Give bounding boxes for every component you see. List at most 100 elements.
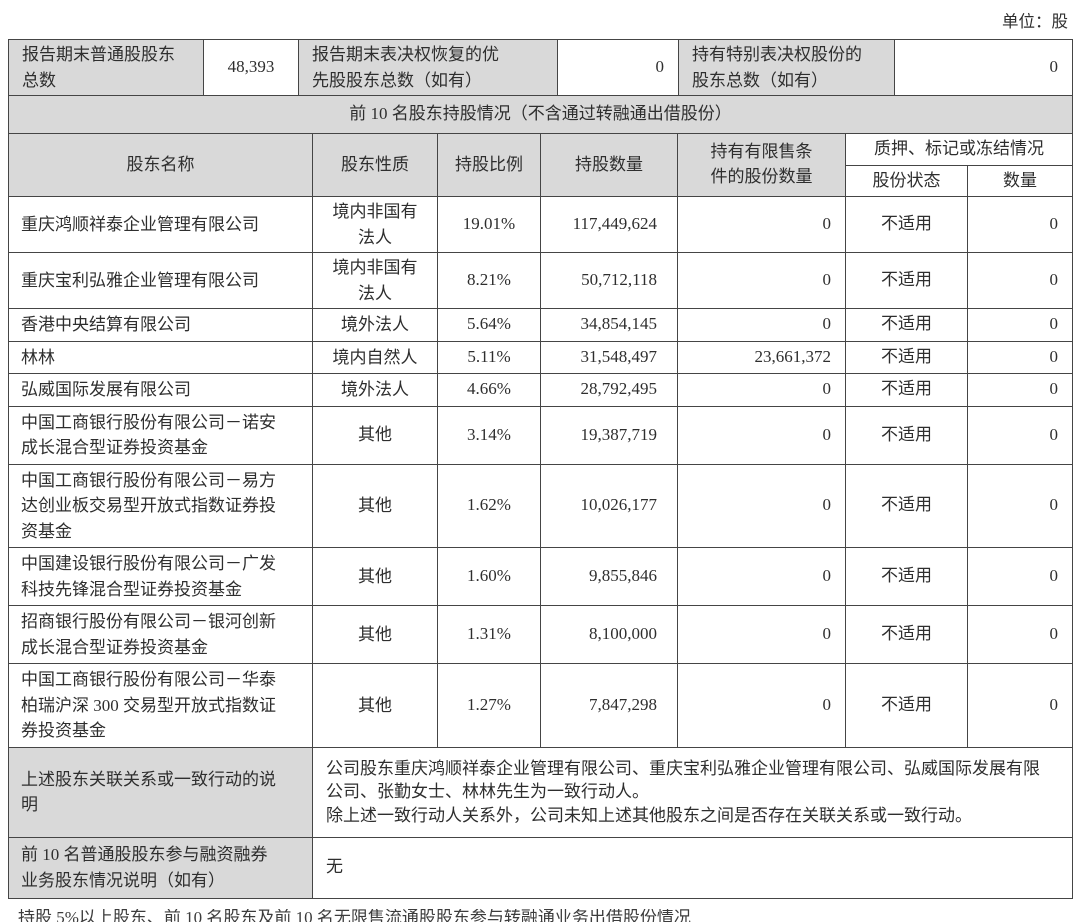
share-status: 不适用 (845, 547, 968, 606)
unit-label: 单位：股 (1002, 12, 1068, 31)
shares-held: 8,100,000 (540, 605, 678, 664)
restricted-shares: 0 (677, 663, 846, 748)
shareholder-summary-table: 报告期末普通股股东总数 48,393 报告期末表决权恢复的优先股股东总数（如有）… (8, 39, 1073, 96)
shareholder-name: 招商银行股份有限公司－银河创新成长混合型证券投资基金 (8, 605, 313, 664)
shares-held: 10,026,177 (540, 463, 678, 548)
pledge-qty: 0 (967, 605, 1073, 664)
share-status: 不适用 (845, 605, 968, 664)
shareholding-ratio: 4.66% (437, 373, 541, 407)
shareholding-ratio: 1.62% (437, 463, 541, 548)
share-status: 不适用 (845, 252, 968, 309)
shareholding-ratio: 1.27% (437, 663, 541, 748)
related-relationship-row: 上述股东关联关系或一致行动的说明 公司股东重庆鸿顺祥泰企业管理有限公司、重庆宝利… (8, 746, 1073, 838)
header-share-status: 股份状态 (845, 165, 968, 197)
share-status: 不适用 (845, 196, 968, 253)
table-row: 弘威国际发展有限公司 境外法人 4.66% 28,792,495 0 不适用 0 (8, 373, 1073, 407)
share-status: 不适用 (845, 405, 968, 465)
preferred-shareholders-label: 报告期末表决权恢复的优先股股东总数（如有） (298, 39, 558, 96)
shareholder-nature: 境内自然人 (312, 340, 438, 374)
shareholding-ratio: 3.14% (437, 405, 541, 465)
shareholder-name: 中国工商银行股份有限公司－易方达创业板交易型开放式指数证券投资基金 (8, 463, 313, 548)
restricted-shares: 23,661,372 (677, 340, 846, 374)
shareholder-nature: 其他 (312, 547, 438, 606)
table-row: 招商银行股份有限公司－银河创新成长混合型证券投资基金 其他 1.31% 8,10… (8, 605, 1073, 664)
related-relationship-line-1: 公司股东重庆鸿顺祥泰企业管理有限公司、重庆宝利弘雅企业管理有限公司、弘威国际发展… (326, 759, 1040, 802)
restricted-shares: 0 (677, 196, 846, 253)
restricted-shares: 0 (677, 547, 846, 606)
shareholder-nature: 其他 (312, 463, 438, 548)
table-row: 中国工商银行股份有限公司－易方达创业板交易型开放式指数证券投资基金 其他 1.6… (8, 463, 1073, 548)
table-title: 前 10 名股东持股情况（不含通过转融通出借股份） (8, 95, 1073, 134)
shareholder-nature: 境外法人 (312, 308, 438, 342)
shares-held: 34,854,145 (540, 308, 678, 342)
ordinary-shareholders-value: 48,393 (203, 39, 299, 96)
margin-trading-text: 无 (312, 836, 1073, 899)
shareholder-nature: 其他 (312, 663, 438, 748)
table-row: 香港中央结算有限公司 境外法人 5.64% 34,854,145 0 不适用 0 (8, 308, 1073, 342)
restricted-shares: 0 (677, 605, 846, 664)
shares-held: 9,855,846 (540, 547, 678, 606)
shareholder-name: 中国工商银行股份有限公司－诺安成长混合型证券投资基金 (8, 405, 313, 465)
shareholder-name: 中国工商银行股份有限公司－华泰柏瑞沪深 300 交易型开放式指数证券投资基金 (8, 663, 313, 748)
preferred-shareholders-value: 0 (557, 39, 679, 96)
footer-partial-text: 持股 5%以上股东、前 10 名股东及前 10 名无限售流通股股东参与转融通业务… (18, 908, 691, 922)
share-status: 不适用 (845, 340, 968, 374)
table-banner-row: 前 10 名股东持股情况（不含通过转融通出借股份） (8, 95, 1073, 134)
header-shareholder-nature: 股东性质 (312, 133, 438, 197)
header-shares-held: 持股数量 (540, 133, 678, 197)
header-shareholder-name: 股东名称 (8, 133, 313, 197)
table-row: 中国工商银行股份有限公司－华泰柏瑞沪深 300 交易型开放式指数证券投资基金 其… (8, 663, 1073, 748)
restricted-shares: 0 (677, 463, 846, 548)
related-relationship-text: 公司股东重庆鸿顺祥泰企业管理有限公司、重庆宝利弘雅企业管理有限公司、弘威国际发展… (312, 746, 1073, 838)
pledge-qty: 0 (967, 340, 1073, 374)
restricted-shares: 0 (677, 405, 846, 465)
shareholder-name: 重庆宝利弘雅企业管理有限公司 (8, 252, 313, 309)
shares-held: 28,792,495 (540, 373, 678, 407)
header-pledge-qty: 数量 (967, 165, 1073, 197)
shares-held: 50,712,118 (540, 252, 678, 309)
header-pledge-group: 质押、标记或冻结情况 (845, 133, 1073, 166)
shareholder-name: 香港中央结算有限公司 (8, 308, 313, 342)
shareholding-ratio: 1.31% (437, 605, 541, 664)
shareholder-name: 重庆鸿顺祥泰企业管理有限公司 (8, 196, 313, 253)
table-row: 重庆宝利弘雅企业管理有限公司 境内非国有法人 8.21% 50,712,118 … (8, 252, 1073, 309)
shareholder-name: 弘威国际发展有限公司 (8, 373, 313, 407)
related-relationship-line-2: 除上述一致行动人关系外，公司未知上述其他股东之间是否存在关联关系或一致行动。 (326, 805, 972, 825)
share-status: 不适用 (845, 663, 968, 748)
shareholder-nature: 境内非国有法人 (312, 196, 438, 253)
pledge-qty: 0 (967, 196, 1073, 253)
shareholder-nature: 境内非国有法人 (312, 252, 438, 309)
pledge-qty: 0 (967, 308, 1073, 342)
shareholder-nature: 其他 (312, 405, 438, 465)
pledge-qty: 0 (967, 373, 1073, 407)
pledge-qty: 0 (967, 463, 1073, 548)
share-status: 不适用 (845, 463, 968, 548)
top10-shareholders-table: 前 10 名股东持股情况（不含通过转融通出借股份） 股东名称 股东性质 持股比例… (8, 95, 1073, 899)
shareholding-ratio: 8.21% (437, 252, 541, 309)
ordinary-shareholders-label: 报告期末普通股股东总数 (8, 39, 204, 96)
shareholder-nature: 境外法人 (312, 373, 438, 407)
pledge-qty: 0 (967, 547, 1073, 606)
restricted-shares: 0 (677, 252, 846, 309)
pledge-qty: 0 (967, 405, 1073, 465)
shares-held: 19,387,719 (540, 405, 678, 465)
special-voting-shareholders-value: 0 (894, 39, 1073, 96)
header-restricted-shares: 持有有限售条件的股份数量 (677, 133, 846, 197)
table-header-row-2: 股份状态 数量 (9, 165, 1073, 197)
table-row: 中国建设银行股份有限公司－广发科技先锋混合型证券投资基金 其他 1.60% 9,… (8, 547, 1073, 606)
pledge-qty: 0 (967, 663, 1073, 748)
shareholder-name: 中国建设银行股份有限公司－广发科技先锋混合型证券投资基金 (8, 547, 313, 606)
margin-trading-row: 前 10 名普通股股东参与融资融券业务股东情况说明（如有） 无 (8, 836, 1073, 899)
shareholding-ratio: 1.60% (437, 547, 541, 606)
restricted-shares: 0 (677, 308, 846, 342)
shareholding-ratio: 19.01% (437, 196, 541, 253)
header-shareholding-ratio: 持股比例 (437, 133, 541, 197)
table-row: 重庆鸿顺祥泰企业管理有限公司 境内非国有法人 19.01% 117,449,62… (8, 196, 1073, 253)
special-voting-shareholders-label: 持有特别表决权股份的股东总数（如有） (678, 39, 895, 96)
restricted-shares: 0 (677, 373, 846, 407)
share-status: 不适用 (845, 373, 968, 407)
shares-held: 117,449,624 (540, 196, 678, 253)
margin-trading-label: 前 10 名普通股股东参与融资融券业务股东情况说明（如有） (8, 836, 313, 899)
shareholder-name: 林林 (8, 340, 313, 374)
